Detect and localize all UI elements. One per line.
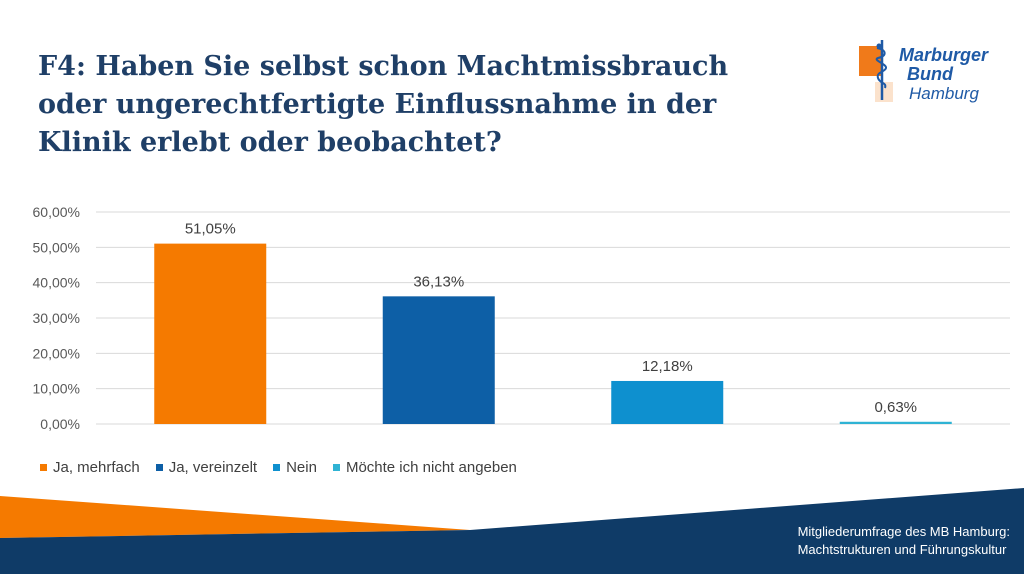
data-label: 0,63%	[874, 399, 917, 416]
marburger-bund-logo: Marburger Bund Hamburg	[855, 36, 1005, 108]
legend-item: Ja, mehrfach	[40, 459, 140, 476]
footer-navy-band	[0, 488, 1024, 574]
logo-wordmark: Marburger Bund Hamburg	[899, 45, 989, 104]
logo-peach-square	[875, 82, 893, 102]
logo-line-2: Bund	[907, 64, 953, 84]
legend-item: Ja, vereinzelt	[155, 459, 258, 476]
legend-label: Möchte ich nicht angeben	[345, 459, 517, 476]
legend-swatch	[40, 464, 47, 471]
rod-of-asclepius-icon	[875, 40, 887, 100]
data-label: 12,18%	[642, 358, 693, 375]
y-tick-label: 40,00%	[33, 275, 80, 291]
bar-1	[154, 243, 267, 424]
legend-item: Möchte ich nicht angeben	[332, 459, 517, 476]
y-tick-label: 20,00%	[33, 345, 80, 361]
y-tick-label: 0,00%	[40, 416, 80, 432]
bar-4	[839, 421, 952, 424]
logo-line-1: Marburger	[899, 45, 989, 65]
bar-2	[382, 296, 495, 424]
y-tick-label: 50,00%	[33, 239, 80, 255]
footer-band	[0, 488, 1024, 574]
legend-swatch	[155, 464, 163, 471]
legend-swatch	[273, 464, 281, 471]
footer-line-2: Machtstrukturen und Führungskultur	[797, 542, 1007, 557]
y-tick-label: 30,00%	[33, 310, 80, 326]
logo-line-3: Hamburg	[909, 84, 979, 103]
chart-legend: Ja, mehrfach Ja, vereinzelt Nein Möchte ich…	[40, 459, 517, 476]
footer-line-1: Mitgliederumfrage des MB Hamburg:	[797, 524, 1010, 539]
legend-item: Nein	[273, 459, 317, 476]
bar-chart: 60,00% 50,00% 40,00% 30,00% 20,00% 10,00% 0,00…	[33, 204, 1010, 432]
legend-label: Nein	[286, 459, 317, 476]
logo-orange-square	[859, 46, 881, 76]
legend-swatch	[332, 464, 340, 471]
footer-orange-wedge	[0, 496, 470, 538]
y-tick-label: 60,00%	[33, 204, 80, 220]
bar-3	[611, 380, 724, 424]
data-label: 51,05%	[185, 221, 236, 238]
y-tick-label: 10,00%	[33, 381, 80, 397]
legend-label: Ja, vereinzelt	[168, 459, 258, 476]
data-label: 36,13%	[413, 273, 464, 290]
footer-caption: Mitgliederumfrage des MB Hamburg: Machts…	[798, 523, 1010, 559]
slide-title: F4: Haben Sie selbst schon Machtmissbrau…	[38, 51, 729, 158]
legend-label: Ja, mehrfach	[53, 459, 140, 476]
